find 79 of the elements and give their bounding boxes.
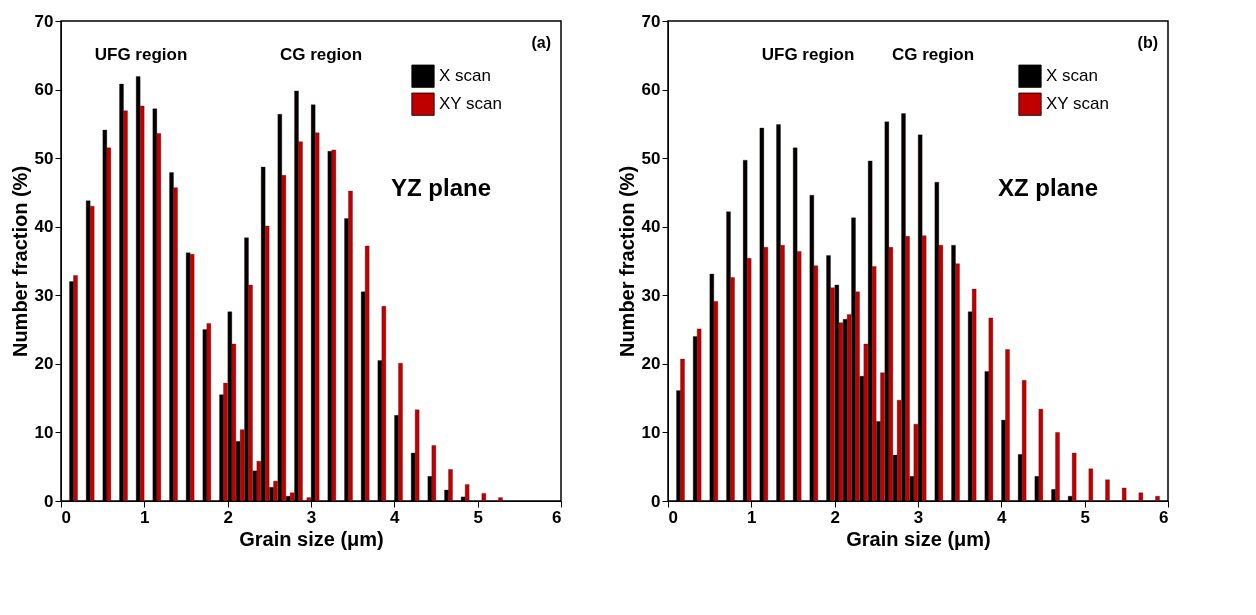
annotation: CG region bbox=[279, 44, 363, 64]
bar bbox=[365, 245, 370, 502]
bar bbox=[206, 323, 211, 502]
bar bbox=[448, 469, 453, 502]
bar bbox=[1155, 496, 1160, 502]
annotation: CG region bbox=[891, 44, 975, 64]
bar bbox=[277, 114, 282, 502]
y-tick-label: 40 bbox=[641, 217, 661, 237]
x-tick-label: 5 bbox=[1080, 507, 1090, 527]
x-tick-label: 4 bbox=[997, 507, 1008, 527]
y-axis-title: Number fraction (%) bbox=[8, 165, 31, 358]
x-tick-label: 6 bbox=[552, 507, 562, 527]
bar bbox=[348, 190, 353, 502]
y-tick-label: 70 bbox=[641, 11, 661, 31]
y-tick-label: 50 bbox=[641, 148, 661, 168]
x-tick-label: 2 bbox=[830, 507, 840, 527]
bar bbox=[1072, 452, 1077, 502]
y-tick-label: 10 bbox=[641, 422, 661, 442]
y-tick-label: 30 bbox=[641, 285, 661, 305]
x-tick-label: 1 bbox=[140, 507, 150, 527]
bar bbox=[884, 121, 889, 502]
y-tick-label: 50 bbox=[34, 148, 54, 168]
bar bbox=[1055, 432, 1060, 502]
y-tick-label: 10 bbox=[34, 422, 54, 442]
bar bbox=[1088, 468, 1093, 502]
bar bbox=[498, 497, 503, 502]
y-tick-label: 0 bbox=[44, 491, 54, 511]
y-tick-label: 0 bbox=[651, 491, 661, 511]
bar bbox=[415, 409, 420, 502]
legend-label: X scan bbox=[1046, 66, 1098, 86]
x-axis-title: Grain size (μm) bbox=[239, 527, 384, 550]
annotation: UFG region bbox=[94, 44, 188, 64]
y-tick-label: 60 bbox=[34, 80, 54, 100]
bar bbox=[381, 306, 386, 502]
annotation: (a) bbox=[531, 33, 551, 51]
y-tick-label: 70 bbox=[34, 11, 54, 31]
bar bbox=[1122, 487, 1127, 502]
annotation: XZ plane bbox=[997, 174, 1099, 201]
bar bbox=[680, 358, 685, 502]
x-axis-title: Grain size (μm) bbox=[846, 527, 991, 550]
x-tick-label: 6 bbox=[1159, 507, 1169, 527]
y-tick-label: 20 bbox=[34, 354, 54, 374]
bar bbox=[1005, 349, 1010, 502]
x-tick-label: 3 bbox=[913, 507, 924, 527]
x-tick-label: 2 bbox=[223, 507, 233, 527]
legend-label: XY scan bbox=[439, 94, 503, 114]
annotation: (b) bbox=[1137, 33, 1158, 51]
y-tick-label: 20 bbox=[641, 354, 661, 374]
x-tick-label: 0 bbox=[61, 507, 71, 527]
bar bbox=[1038, 408, 1043, 502]
y-tick-label: 60 bbox=[641, 80, 661, 100]
y-tick-label: 30 bbox=[34, 285, 54, 305]
bar bbox=[331, 149, 336, 502]
bar bbox=[697, 328, 702, 502]
bar bbox=[294, 90, 299, 502]
x-tick-label: 0 bbox=[668, 507, 678, 527]
bar bbox=[972, 288, 977, 502]
x-tick-label: 3 bbox=[306, 507, 317, 527]
bar bbox=[1105, 479, 1110, 502]
x-tick-label: 4 bbox=[390, 507, 401, 527]
legend-label: XY scan bbox=[1046, 94, 1110, 114]
x-tick-label: 1 bbox=[747, 507, 757, 527]
bar bbox=[988, 317, 993, 502]
bar bbox=[190, 253, 195, 502]
bar bbox=[431, 445, 436, 502]
y-tick-label: 40 bbox=[34, 217, 54, 237]
bar bbox=[244, 237, 249, 502]
bar bbox=[1138, 492, 1143, 502]
bar bbox=[901, 113, 906, 502]
annotation: UFG region bbox=[761, 44, 855, 64]
bar bbox=[1022, 380, 1027, 502]
y-axis-title: Number fraction (%) bbox=[615, 165, 638, 358]
annotation: YZ plane bbox=[390, 174, 492, 201]
bar bbox=[73, 275, 78, 502]
bar bbox=[465, 484, 470, 502]
bar bbox=[481, 493, 486, 502]
x-tick-label: 5 bbox=[473, 507, 483, 527]
bar bbox=[398, 363, 403, 502]
legend-label: X scan bbox=[439, 66, 491, 86]
